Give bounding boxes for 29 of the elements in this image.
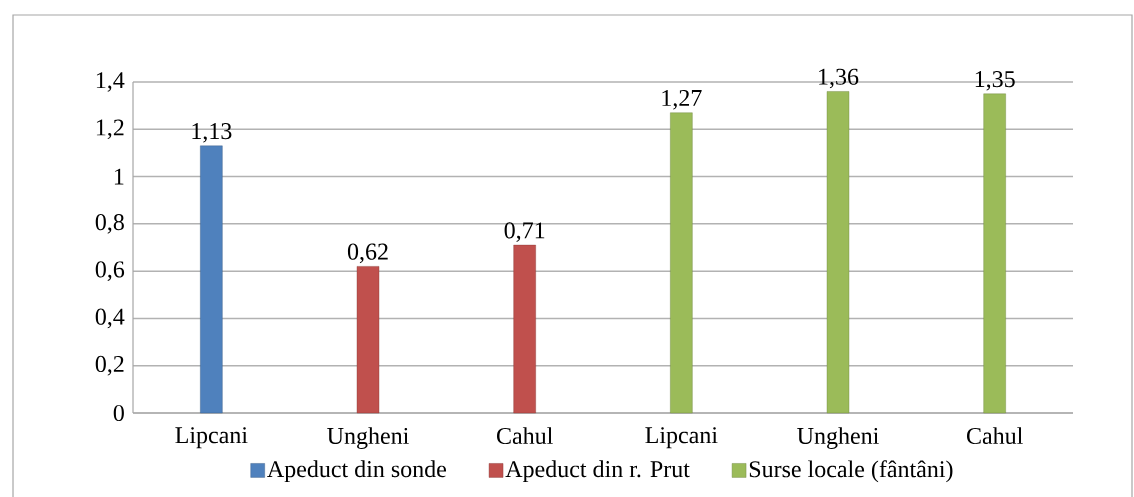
y-tick-label: 0,4: [95, 308, 125, 329]
y-tick-label: 1,2: [96, 119, 124, 140]
bar: [826, 91, 850, 414]
bar: [356, 266, 380, 414]
y-tick-label: 1: [114, 168, 124, 185]
y-tick-label: 0,2: [95, 355, 124, 376]
data-label: 1,35: [975, 71, 1015, 91]
data-label: 0,62: [347, 243, 388, 264]
legend-label: Apeduct din r. Prut: [505, 460, 690, 483]
x-tick-label: Cahul: [496, 427, 553, 445]
bar: [200, 145, 223, 414]
legend-label: Surse locale (fântâni): [749, 460, 953, 483]
y-tick-label: 1,4: [96, 72, 125, 92]
legend-label: Apeduct din sonde: [267, 460, 447, 483]
bar: [983, 93, 1006, 414]
y-tick-label: 0,6: [95, 261, 125, 281]
data-label: 1,27: [662, 89, 702, 110]
x-tick-label: Lipcani: [175, 427, 248, 449]
bar: [670, 112, 693, 414]
x-tick-label: Cahul: [966, 427, 1023, 445]
y-tick-label: 0,8: [95, 214, 124, 234]
x-tick-label: Ungheni: [797, 427, 879, 450]
y-tick-label: 0: [113, 404, 124, 422]
data-label: 1,13: [192, 123, 232, 143]
data-label: 1,36: [819, 68, 859, 89]
x-tick-label: Lipcani: [645, 427, 718, 449]
x-tick-label: Ungheni: [327, 427, 409, 450]
bar: [513, 244, 536, 414]
data-label: 0,71: [504, 222, 545, 242]
